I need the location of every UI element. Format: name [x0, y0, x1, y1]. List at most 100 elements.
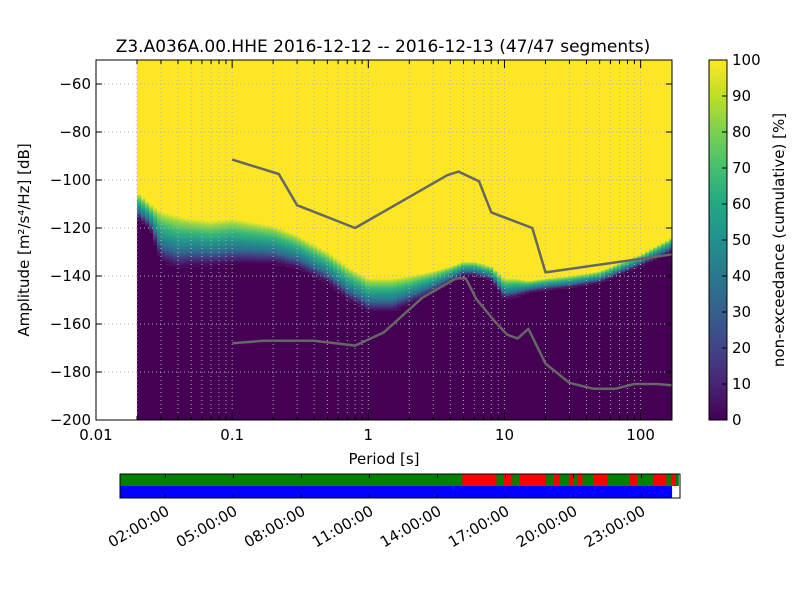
heatmap-low-column — [356, 306, 362, 420]
heatmap-low-column — [668, 252, 672, 420]
heatmap-transition-column — [304, 240, 310, 274]
heatmap-low-column — [464, 276, 470, 420]
heatmap-low-column — [532, 291, 538, 420]
heatmap-transition-column — [524, 280, 530, 294]
heatmap-transition-column — [256, 223, 262, 264]
heatmap-transition-column — [164, 212, 170, 265]
heatmap-transition-column — [184, 217, 190, 268]
segment-timeline — [119, 473, 681, 499]
heatmap-transition-column — [496, 273, 502, 293]
heatmap-transition-column — [464, 261, 470, 276]
y-axis-label: Amplitude [m²/s⁴/Hz] [dB] — [15, 143, 33, 336]
heatmap-transition-column — [476, 262, 482, 278]
heatmap-low-column — [200, 266, 206, 420]
heatmap-transition-column — [392, 278, 398, 311]
heatmap-transition-column — [340, 263, 346, 297]
heatmap-low-column — [644, 263, 650, 420]
heatmap-low-column — [192, 266, 198, 420]
heatmap-low-column — [144, 227, 150, 420]
heatmap-low-column — [664, 254, 670, 420]
heatmap-transition-column — [152, 207, 158, 245]
heatmap-low-column — [372, 312, 378, 420]
heatmap-transition-column — [208, 220, 214, 267]
heatmap-low-column — [508, 298, 514, 420]
heatmap-transition-column — [332, 257, 338, 290]
heatmap-low-column — [556, 289, 562, 420]
heatmap-transition-column — [316, 247, 322, 280]
heatmap-transition-column — [468, 261, 474, 276]
x-axis-label: Period [s] — [348, 450, 419, 468]
heatmap-transition-column — [228, 218, 234, 265]
heatmap-low-column — [544, 290, 550, 420]
heatmap-low-column — [136, 220, 142, 420]
heatmap-transition-column — [608, 266, 614, 279]
heatmap-low-column — [456, 278, 462, 420]
colorbar-tick-label: 80 — [732, 123, 751, 141]
heatmap-transition-column — [396, 277, 402, 310]
heatmap-transition-column — [528, 280, 534, 293]
heatmap-transition-column — [160, 211, 166, 263]
heatmap-low-column — [152, 244, 158, 420]
y-axis-ticks: −60 −80 −100 −120 −140 −160 −180 −200 — [50, 75, 672, 429]
heatmap-low-column — [528, 292, 534, 420]
heatmap-transition-column — [236, 219, 242, 264]
noise-model-lines — [231, 158, 672, 391]
heatmap-transition-column — [360, 275, 366, 309]
heatmap-low-column — [292, 268, 298, 420]
heatmap-low-column — [592, 283, 598, 420]
y-tick-label: −120 — [50, 219, 91, 237]
x-tick-label: 100 — [626, 426, 655, 444]
heatmap-transition-column — [424, 272, 430, 296]
heatmap-transition-column — [612, 264, 618, 277]
heatmap-low-column — [336, 293, 342, 420]
heatmap-transition-column — [144, 201, 150, 228]
heatmap-transition-column — [664, 240, 670, 255]
timeline-flag-span — [553, 474, 560, 486]
heatmap-transition-column — [444, 267, 450, 286]
heatmap-low-column — [648, 261, 654, 420]
heatmap-transition-column — [592, 271, 598, 284]
heatmap-transition-column — [196, 219, 202, 267]
heatmap-transition-column — [300, 238, 306, 272]
heatmap-transition-column — [548, 277, 554, 290]
heatmap-transition-column — [568, 275, 574, 288]
colorbar-tick-label: 10 — [732, 375, 751, 393]
heatmap-transition-column — [484, 265, 490, 280]
heatmap-transition-column — [540, 278, 546, 291]
plot-grid — [96, 60, 672, 420]
x-axis-ticks: 0.01 0.1 1 10 100 — [79, 60, 655, 444]
colorbar-tick-label: 50 — [732, 231, 751, 249]
heatmap-low-column — [400, 307, 406, 420]
heatmap-transition-column — [216, 219, 222, 266]
heatmap-low-column — [164, 264, 170, 420]
heatmap-transition-column — [596, 271, 602, 284]
heatmap-transition-column — [616, 263, 622, 276]
y-tick-label: −80 — [59, 123, 91, 141]
heatmap-transition-column — [636, 255, 642, 268]
heatmap-transition-column — [668, 238, 672, 253]
heatmap-low-column — [560, 288, 566, 420]
heatmap-transition-column — [536, 279, 542, 292]
y-tick-label: −180 — [50, 363, 91, 381]
heatmap-low-column — [396, 309, 402, 420]
heatmap-low-column — [416, 299, 422, 420]
heatmap-transition-column — [456, 263, 462, 279]
colorbar-tick-label: 60 — [732, 195, 751, 213]
heatmap-transition-column — [192, 218, 198, 267]
heatmap-transition-column — [408, 275, 414, 304]
heatmap-transition-column — [492, 269, 498, 287]
heatmap-transition-column — [400, 276, 406, 308]
heatmap-low-column — [332, 289, 338, 420]
colorbar-tick-label: 90 — [732, 87, 751, 105]
heatmap-transition-column — [432, 270, 438, 292]
heatmap-transition-column — [504, 278, 510, 300]
heatmap-transition-column — [564, 276, 570, 289]
heatmap-transition-column — [452, 264, 458, 281]
heatmap-low-column — [452, 280, 458, 420]
colorbar-tick-label: 70 — [732, 159, 751, 177]
heatmap-transition-column — [284, 231, 290, 267]
heatmap-transition-column — [416, 274, 422, 300]
heatmap-transition-column — [380, 278, 386, 312]
heatmap-transition-column — [264, 224, 270, 264]
heatmap-low-column — [612, 276, 618, 420]
